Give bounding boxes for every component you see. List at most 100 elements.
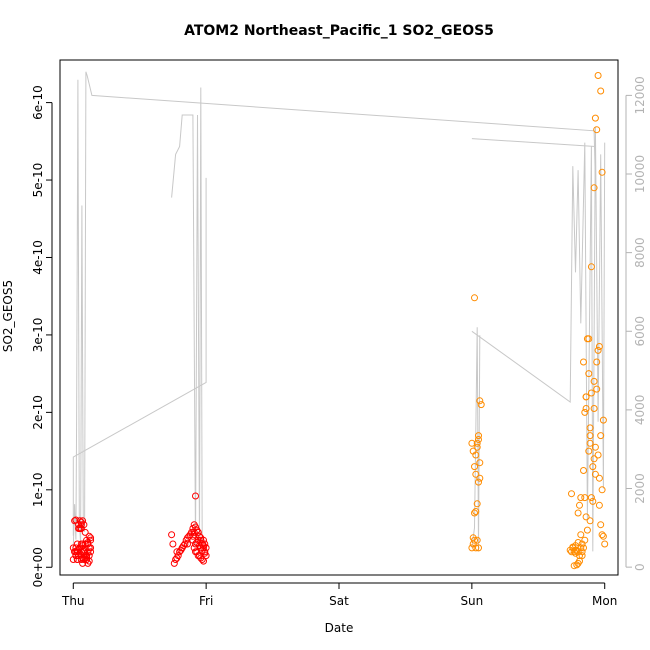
data-point [475, 544, 482, 552]
data-point [582, 393, 590, 401]
data-point [594, 346, 602, 354]
data-point [81, 528, 89, 536]
data-point [178, 544, 186, 552]
y-tick-label: 1e-10 [31, 472, 45, 507]
data-point [87, 534, 95, 542]
data-point [194, 528, 202, 536]
data-point [578, 552, 586, 560]
data-point [473, 500, 481, 508]
data-point [190, 528, 198, 536]
y2-tick-label: 4000 [633, 395, 647, 426]
data-point [473, 439, 481, 447]
data-point [590, 377, 598, 385]
plot-frame-box [59, 59, 619, 576]
y-axis-label: SO2_GEOS5 [1, 280, 15, 352]
scatter-points [69, 72, 609, 570]
data-point [473, 443, 481, 451]
data-point [591, 443, 599, 451]
y2-tick-label: 0 [633, 563, 647, 571]
data-point [591, 470, 599, 478]
y-tick-label: 5e-10 [31, 163, 45, 198]
data-point [475, 436, 482, 443]
x-tick-label: Mon [592, 594, 617, 608]
data-point [580, 358, 587, 366]
data-point [599, 416, 607, 424]
data-point [471, 509, 478, 517]
data-point [597, 521, 605, 529]
data-point [577, 494, 585, 502]
y2-tick-label: 12000 [633, 76, 647, 114]
y2-tick-label: 6000 [633, 316, 647, 347]
x-tick-label: Sun [460, 594, 483, 608]
data-point [568, 490, 575, 498]
x-axis: Thu Fri Sat Sun Mon [61, 582, 617, 608]
y-axis: 0e+00 1e-10 2e-10 3e-10 4e-10 5e-10 6e-10 [31, 85, 53, 587]
data-point [476, 459, 484, 467]
x-tick-label: Thu [61, 594, 85, 608]
data-point [196, 532, 203, 540]
data-point [72, 516, 80, 524]
data-point [590, 455, 598, 463]
data-point [476, 474, 484, 482]
data-point [475, 432, 482, 440]
data-point [168, 531, 176, 539]
data-point [469, 447, 477, 455]
y2-axis: 0 2000 4000 6000 8000 10000 12000 [625, 76, 647, 571]
y2-tick-label: 8000 [633, 237, 647, 268]
data-point [581, 494, 589, 502]
data-point [83, 553, 91, 561]
data-point [587, 389, 595, 397]
data-point [586, 424, 594, 432]
x-tick-label: Fri [199, 594, 213, 608]
data-point [469, 534, 477, 542]
data-point [598, 531, 606, 539]
data-point [590, 184, 598, 192]
y-tick-label: 4e-10 [31, 240, 45, 275]
data-point [71, 548, 79, 556]
y-tick-label: 2e-10 [31, 395, 45, 430]
data-point [173, 548, 181, 556]
data-point [71, 517, 79, 525]
data-point [590, 405, 598, 412]
data-point [471, 463, 478, 471]
data-point [583, 526, 591, 534]
data-point [595, 501, 603, 509]
data-point [581, 536, 589, 544]
data-point [468, 439, 476, 447]
altitude-line-segment-1 [72, 177, 207, 536]
data-point [595, 343, 603, 350]
data-point [593, 385, 601, 393]
data-point [76, 517, 84, 525]
data-point [587, 263, 595, 271]
data-point [72, 552, 80, 560]
data-point [589, 463, 597, 471]
data-point [476, 397, 484, 405]
x-axis-label: Date [325, 621, 354, 635]
data-point [170, 559, 178, 567]
data-point [189, 532, 197, 540]
data-point [574, 509, 582, 517]
data-point [184, 540, 191, 548]
data-point [599, 532, 607, 540]
data-point [597, 87, 605, 95]
data-point [594, 451, 602, 459]
altitude-line-segment-2 [171, 87, 203, 548]
data-point [87, 548, 95, 556]
data-point [580, 544, 587, 552]
x-tick-label: Sat [329, 594, 349, 608]
plot-frame [59, 59, 619, 576]
data-point [601, 540, 609, 548]
data-point [586, 439, 594, 447]
data-point [595, 474, 603, 482]
data-point [572, 546, 579, 554]
data-point [586, 517, 594, 525]
y2-tick-label: 2000 [633, 473, 647, 504]
data-point [475, 478, 482, 486]
data-point [598, 486, 606, 494]
data-point [81, 540, 89, 548]
data-point [585, 335, 593, 343]
data-point [198, 556, 206, 563]
data-point [472, 470, 480, 478]
